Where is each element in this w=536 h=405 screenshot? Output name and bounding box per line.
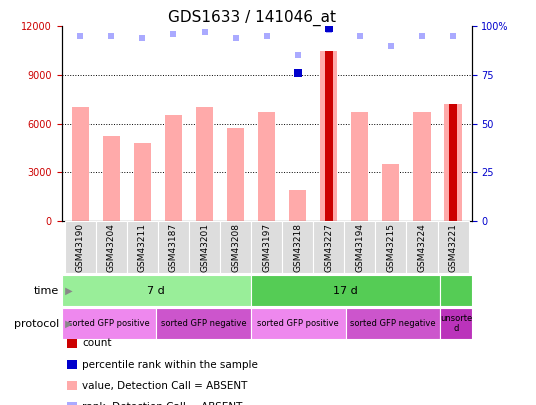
- Bar: [382, 164, 399, 221]
- Text: sorted GFP positive: sorted GFP positive: [68, 319, 150, 328]
- FancyBboxPatch shape: [251, 221, 282, 273]
- Text: GSM43211: GSM43211: [138, 224, 147, 272]
- Text: time: time: [34, 286, 59, 296]
- Bar: [444, 104, 461, 221]
- Text: GSM43208: GSM43208: [231, 224, 240, 272]
- FancyBboxPatch shape: [375, 221, 406, 273]
- FancyBboxPatch shape: [96, 221, 127, 273]
- FancyBboxPatch shape: [62, 275, 251, 306]
- FancyBboxPatch shape: [251, 275, 440, 306]
- Text: GSM43227: GSM43227: [324, 224, 333, 272]
- FancyBboxPatch shape: [282, 221, 313, 273]
- FancyBboxPatch shape: [62, 308, 157, 339]
- FancyBboxPatch shape: [65, 221, 96, 273]
- Text: GSM43190: GSM43190: [76, 224, 85, 273]
- Text: value, Detection Call = ABSENT: value, Detection Call = ABSENT: [82, 381, 248, 390]
- Bar: [413, 112, 430, 221]
- Text: GDS1633 / 141046_at: GDS1633 / 141046_at: [168, 10, 336, 26]
- Bar: [134, 143, 151, 221]
- Text: GSM43194: GSM43194: [355, 224, 364, 272]
- Text: sorted GFP negative: sorted GFP negative: [161, 319, 247, 328]
- Text: GSM43224: GSM43224: [418, 224, 427, 272]
- Bar: [72, 107, 89, 221]
- Bar: [165, 115, 182, 221]
- Text: ▶: ▶: [62, 286, 72, 296]
- Text: GSM43201: GSM43201: [200, 224, 209, 272]
- FancyBboxPatch shape: [313, 221, 344, 273]
- FancyBboxPatch shape: [346, 308, 440, 339]
- Bar: [258, 112, 275, 221]
- FancyBboxPatch shape: [440, 308, 472, 339]
- FancyBboxPatch shape: [158, 221, 189, 273]
- Text: percentile rank within the sample: percentile rank within the sample: [82, 360, 258, 369]
- Bar: [449, 104, 457, 221]
- FancyBboxPatch shape: [437, 221, 468, 273]
- Text: count: count: [82, 339, 111, 348]
- Text: GSM43221: GSM43221: [449, 224, 458, 272]
- Text: unsorte
d: unsorte d: [440, 314, 472, 333]
- Text: GSM43215: GSM43215: [386, 224, 396, 272]
- Text: sorted GFP positive: sorted GFP positive: [257, 319, 339, 328]
- FancyBboxPatch shape: [189, 221, 220, 273]
- FancyBboxPatch shape: [127, 221, 158, 273]
- Text: GSM43197: GSM43197: [262, 224, 271, 273]
- FancyBboxPatch shape: [344, 221, 375, 273]
- Text: rank, Detection Call = ABSENT: rank, Detection Call = ABSENT: [82, 402, 242, 405]
- Bar: [227, 128, 244, 221]
- Text: 7 d: 7 d: [147, 286, 165, 296]
- Bar: [320, 51, 337, 221]
- FancyBboxPatch shape: [440, 275, 472, 306]
- Text: 17 d: 17 d: [333, 286, 358, 296]
- Text: GSM43187: GSM43187: [169, 224, 178, 273]
- Text: protocol: protocol: [14, 319, 59, 328]
- FancyBboxPatch shape: [157, 308, 251, 339]
- Bar: [196, 107, 213, 221]
- FancyBboxPatch shape: [220, 221, 251, 273]
- Text: GSM43218: GSM43218: [293, 224, 302, 272]
- FancyBboxPatch shape: [406, 221, 437, 273]
- Text: sorted GFP negative: sorted GFP negative: [350, 319, 436, 328]
- FancyBboxPatch shape: [251, 308, 346, 339]
- Text: ▶: ▶: [62, 319, 72, 328]
- Bar: [289, 190, 306, 221]
- Bar: [103, 136, 120, 221]
- Bar: [351, 112, 368, 221]
- Bar: [324, 51, 333, 221]
- Text: GSM43204: GSM43204: [107, 224, 116, 272]
